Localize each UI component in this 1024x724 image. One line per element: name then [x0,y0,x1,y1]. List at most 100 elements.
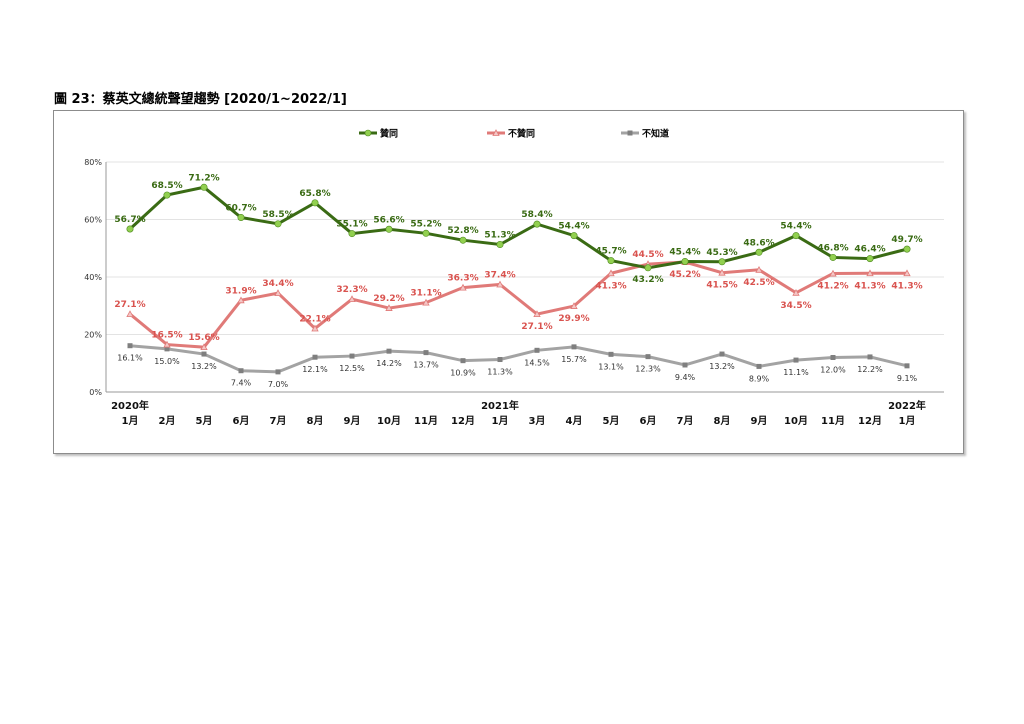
data-label-approve: 56.6% [373,215,404,225]
legend-label: 不贊同 [508,128,535,140]
data-point-disapprove [866,269,874,277]
data-label-dontknow: 12.0% [820,366,846,375]
data-label-approve: 52.8% [447,226,478,236]
x-tick-month: 11月 [414,415,438,427]
data-point-disapprove [459,283,467,291]
data-point-disapprove [533,310,541,317]
data-label-disapprove: 27.1% [521,322,552,332]
data-point-dontknow [238,368,244,374]
data-label-disapprove: 32.3% [336,285,367,295]
data-label-dontknow: 14.2% [376,359,402,368]
data-point-dontknow [830,355,836,360]
data-point-dontknow [164,346,170,352]
x-tick-month: 9月 [344,415,361,427]
data-point-approve [311,199,319,207]
data-point-approve [570,232,578,240]
data-point-approve [274,220,282,228]
data-label-approve: 55.1% [336,220,367,230]
x-tick-month: 8月 [714,415,731,427]
data-point-dontknow [275,369,281,375]
data-label-approve: 54.4% [558,222,589,232]
data-label-dontknow: 12.2% [857,365,883,374]
x-tick-month: 1月 [492,415,509,427]
data-label-dontknow: 13.2% [191,362,217,371]
data-label-approve: 46.4% [854,245,885,255]
data-point-disapprove [755,265,763,273]
data-point-approve [200,183,208,191]
data-point-approve [163,191,171,199]
data-point-dontknow [127,343,133,349]
data-point-approve [792,232,800,240]
x-tick-year: 2021年 [481,399,519,412]
data-point-dontknow [349,353,355,359]
series-line-disapprove [129,260,907,349]
data-point-disapprove [570,302,578,309]
legend-marker [627,130,633,136]
data-label-dontknow: 15.7% [561,355,587,364]
x-tick-month: 10月 [784,415,808,427]
data-label-dontknow: 12.5% [339,364,365,373]
data-point-disapprove [237,296,245,304]
data-label-dontknow: 15.0% [154,357,180,366]
data-label-disapprove: 29.2% [373,294,404,304]
data-label-dontknow: 12.3% [635,365,661,374]
y-tick-label: 20% [84,331,102,340]
data-point-approve [459,236,467,244]
data-point-approve [644,264,652,272]
data-point-dontknow [719,351,725,357]
x-tick-month: 6月 [640,415,657,427]
data-label-approve: 48.6% [743,238,774,248]
data-point-dontknow [793,357,799,363]
data-point-disapprove [274,289,282,297]
x-tick-month: 5月 [603,415,620,427]
legend-marker [492,129,500,136]
data-point-disapprove [792,288,800,296]
data-label-dontknow: 11.1% [783,368,809,377]
data-point-dontknow [201,351,207,357]
data-point-disapprove [348,295,356,303]
data-point-disapprove [718,268,726,276]
y-tick-label: 80% [84,158,102,167]
data-point-approve [385,225,393,233]
data-label-approve: 65.8% [299,189,330,199]
data-label-dontknow: 8.9% [749,374,770,383]
data-point-disapprove [607,269,615,277]
data-label-disapprove: 34.4% [262,279,293,289]
data-point-dontknow [386,348,392,354]
data-label-approve: 46.8% [817,243,848,253]
data-label-dontknow: 7.4% [231,379,252,388]
data-point-approve [237,213,245,221]
data-label-disapprove: 34.5% [780,301,811,311]
data-label-dontknow: 12.1% [302,365,328,374]
data-label-approve: 55.2% [410,219,441,229]
data-point-dontknow [904,363,910,369]
data-label-dontknow: 13.7% [413,361,439,370]
data-label-approve: 49.7% [891,235,922,245]
data-point-dontknow [460,358,466,364]
data-label-disapprove: 16.5% [151,331,182,341]
data-point-dontknow [867,354,873,360]
legend-label: 不知道 [642,128,669,140]
legend-marker [364,129,372,137]
data-point-disapprove [903,269,911,277]
data-label-approve: 43.2% [632,275,663,285]
data-label-approve: 56.7% [114,215,145,225]
data-label-approve: 68.5% [151,181,182,191]
data-point-approve [866,255,874,263]
data-label-disapprove: 15.6% [188,333,219,343]
data-point-disapprove [496,280,504,288]
data-point-disapprove [311,324,319,332]
data-label-approve: 60.7% [225,203,256,213]
data-label-approve: 71.2% [188,173,219,183]
data-point-dontknow [534,347,540,353]
data-point-dontknow [312,354,318,360]
data-label-disapprove: 41.5% [706,281,737,291]
data-point-disapprove [163,340,171,348]
data-label-disapprove: 27.1% [114,300,145,310]
x-tick-month: 9月 [751,415,768,427]
data-label-disapprove: 31.1% [410,289,441,299]
data-label-dontknow: 7.0% [268,380,289,389]
data-label-disapprove: 41.3% [854,281,885,291]
data-label-disapprove: 22.1% [299,314,330,324]
x-tick-month: 10月 [377,415,401,427]
